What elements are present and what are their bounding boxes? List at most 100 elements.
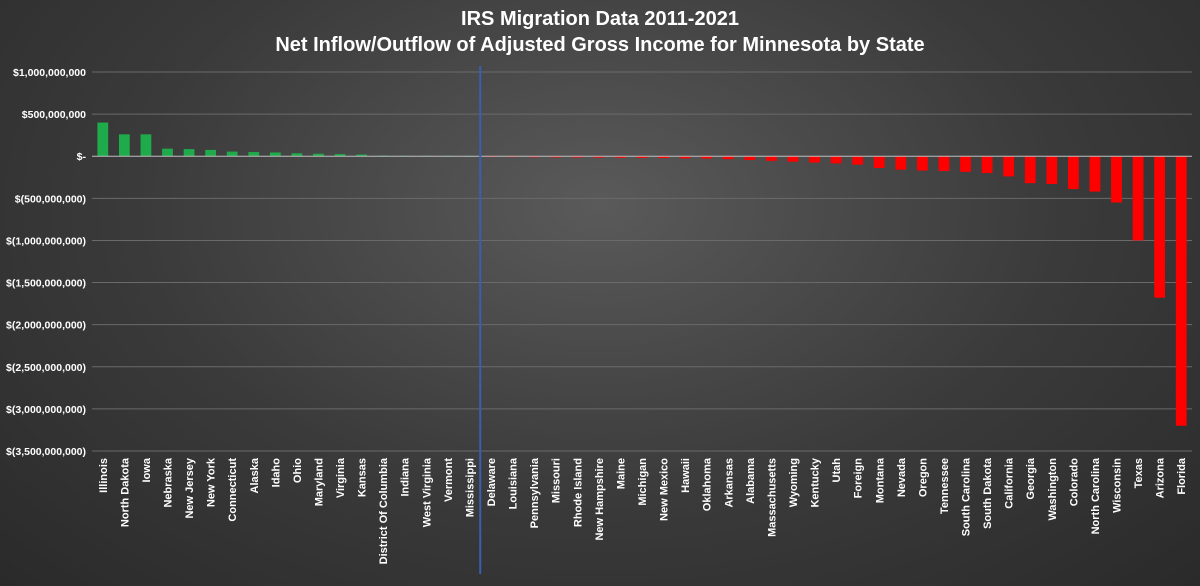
bar bbox=[895, 156, 907, 170]
bar bbox=[334, 154, 346, 157]
bar bbox=[830, 156, 842, 164]
bar bbox=[226, 151, 238, 157]
x-tick-label: Washington bbox=[1047, 458, 1059, 521]
x-tick-label: Nebraska bbox=[162, 457, 174, 507]
bar bbox=[744, 156, 756, 161]
x-tick-label: Tennessee bbox=[939, 458, 951, 514]
x-tick-label: Nevada bbox=[896, 457, 908, 497]
x-tick-label: Ohio bbox=[292, 458, 304, 483]
y-tick-label: $(2,500,000,000) bbox=[6, 362, 86, 374]
x-tick-label: Maryland bbox=[313, 458, 325, 506]
x-tick-label: Kentucky bbox=[810, 457, 822, 507]
x-tick-label: Indiana bbox=[400, 457, 412, 496]
bar bbox=[571, 156, 583, 158]
chart-title: IRS Migration Data 2011-2021 Net Inflow/… bbox=[0, 6, 1200, 58]
bar bbox=[960, 156, 971, 172]
bar bbox=[873, 156, 885, 169]
x-tick-label: District Of Columbia bbox=[378, 457, 390, 564]
x-tick-label: Arizona bbox=[1155, 457, 1167, 498]
x-tick-label: Alabama bbox=[745, 457, 757, 504]
x-tick-label: Idaho bbox=[270, 458, 282, 488]
bar bbox=[917, 156, 928, 171]
x-tick-label: Maine bbox=[615, 458, 627, 489]
x-tick-label: New Jersey bbox=[184, 457, 196, 518]
gridlines bbox=[92, 71, 1192, 452]
y-tick-label: $500,000,000 bbox=[22, 109, 86, 121]
x-tick-label: Virginia bbox=[335, 457, 347, 498]
bar bbox=[269, 152, 281, 157]
x-tick-label: West Virginia bbox=[421, 457, 433, 527]
x-tick-label: South Dakota bbox=[982, 457, 994, 529]
bar bbox=[787, 156, 799, 162]
bar bbox=[1003, 156, 1015, 177]
bar bbox=[356, 154, 367, 157]
bar bbox=[809, 156, 820, 163]
bar bbox=[1175, 156, 1187, 426]
x-tick-label: Illinois bbox=[98, 458, 110, 493]
x-tick-label: Wyoming bbox=[788, 458, 800, 507]
y-tick-label: $1,000,000,000 bbox=[13, 67, 86, 79]
y-tick-label: $(2,000,000,000) bbox=[6, 320, 86, 332]
bar bbox=[183, 149, 195, 157]
bar bbox=[313, 153, 324, 157]
y-tick-label: $(1,500,000,000) bbox=[6, 278, 86, 290]
chart-subtitle: Net Inflow/Outflow of Adjusted Gross Inc… bbox=[275, 34, 925, 56]
x-tick-label: Rhode Island bbox=[572, 458, 584, 527]
bar bbox=[528, 156, 540, 158]
x-tick-label: Florida bbox=[1176, 457, 1188, 495]
x-tick-label: Mississippi bbox=[464, 458, 476, 517]
chart-title-line-1: IRS Migration Data 2011-2021 bbox=[461, 8, 739, 30]
bar bbox=[205, 149, 217, 157]
bar bbox=[1154, 156, 1166, 298]
bar bbox=[722, 156, 734, 160]
x-tick-label: New York bbox=[206, 457, 218, 507]
zero-axis bbox=[92, 66, 1192, 574]
x-tick-label: Oklahoma bbox=[702, 457, 714, 511]
y-tick-label: $(3,500,000,000) bbox=[6, 446, 86, 458]
x-tick-label: Missouri bbox=[551, 458, 563, 503]
bar bbox=[701, 156, 713, 159]
bars bbox=[97, 122, 1187, 426]
x-tick-label: Michigan bbox=[637, 458, 649, 506]
x-tick-label: Wisconsin bbox=[1112, 458, 1124, 513]
bar bbox=[636, 156, 648, 158]
bar bbox=[679, 156, 691, 159]
x-tick-label: Massachusetts bbox=[766, 458, 778, 537]
x-tick-label: North Carolina bbox=[1090, 457, 1102, 534]
bar bbox=[938, 156, 950, 171]
x-tick-label: Montana bbox=[874, 457, 886, 503]
bar bbox=[593, 156, 605, 158]
bar bbox=[1046, 156, 1058, 185]
bar bbox=[981, 156, 993, 174]
x-tick-label: Pennsylvania bbox=[529, 457, 541, 528]
x-tick-label: Alaska bbox=[249, 457, 261, 493]
bar bbox=[1132, 156, 1144, 241]
bar bbox=[1067, 156, 1079, 190]
x-tick-label: Iowa bbox=[141, 457, 153, 482]
x-tick-label: South Carolina bbox=[961, 457, 973, 536]
x-tick-label: Delaware bbox=[486, 458, 498, 506]
x-tick-label: New Hampshire bbox=[594, 458, 606, 541]
x-tick-label: Connecticut bbox=[227, 458, 239, 522]
y-axis-tick-labels: $1,000,000,000 $500,000,000 $- $(500,000,00… bbox=[6, 67, 86, 458]
bar bbox=[658, 156, 669, 159]
bar bbox=[140, 134, 152, 157]
y-tick-label: $(3,000,000,000) bbox=[6, 404, 86, 416]
bar bbox=[291, 153, 303, 157]
x-tick-label: Colorado bbox=[1068, 458, 1080, 507]
x-tick-label: Louisiana bbox=[508, 457, 520, 509]
x-tick-label: Texas bbox=[1133, 458, 1145, 488]
x-tick-label: Foreign bbox=[853, 458, 865, 499]
bar bbox=[118, 134, 130, 157]
x-tick-label: Vermont bbox=[443, 458, 455, 502]
x-tick-label: California bbox=[1004, 457, 1016, 509]
x-tick-label: Oregon bbox=[917, 458, 929, 497]
x-tick-label: North Dakota bbox=[119, 457, 131, 527]
y-tick-label: $(1,000,000,000) bbox=[6, 235, 86, 247]
x-tick-label: Hawaii bbox=[680, 458, 692, 493]
bar bbox=[1024, 156, 1036, 184]
bar bbox=[248, 152, 260, 157]
bar bbox=[615, 156, 626, 158]
